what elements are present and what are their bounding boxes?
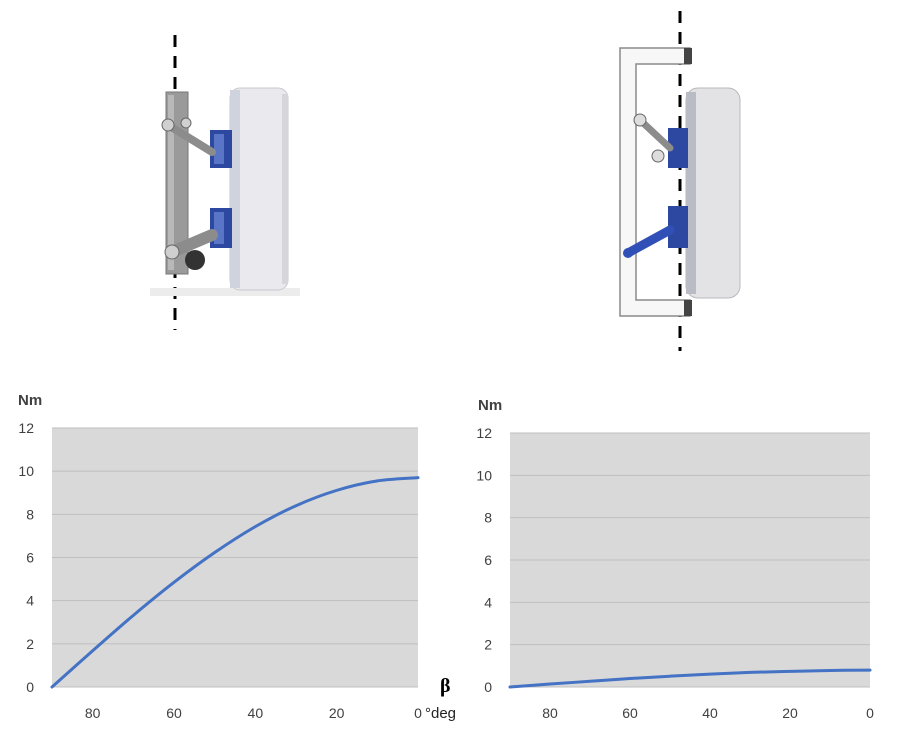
hinge-top [161, 117, 232, 168]
y-tick-label: 12 [476, 425, 492, 441]
x-tick-label: 20 [782, 705, 798, 721]
y-tick-label: 6 [484, 552, 492, 568]
series-line [50, 476, 420, 689]
ground-shadow [150, 288, 300, 296]
y-tick-label: 8 [26, 506, 34, 522]
chart-1: 0 2 4 6 8 10 12 80 60 40 20 0 Nm β °deg [18, 392, 456, 722]
y-tick-label: 2 [484, 637, 492, 653]
y-tick-label: 0 [484, 679, 492, 695]
x-tick-label: 40 [702, 705, 718, 721]
hinge-top [633, 113, 688, 168]
x-axis-unit-label: °deg [425, 705, 456, 722]
y-tick-label: 4 [26, 593, 34, 609]
y-tick-label: 6 [26, 550, 34, 566]
x-axis-label: β [440, 675, 451, 697]
x-tick-label: 60 [166, 705, 182, 721]
y-tick-label: 12 [18, 420, 34, 436]
y-tick-label: 4 [484, 594, 492, 610]
y-tick-label: 10 [476, 467, 492, 483]
hinge-bottom [623, 206, 688, 258]
x-tick-label: 40 [248, 705, 264, 721]
y-tick-label: 10 [18, 463, 34, 479]
chart-2: 0 2 4 6 8 10 12 80 60 40 20 0 Nm [476, 397, 874, 721]
x-tick-label: 0 [866, 705, 874, 721]
y-tick-label: 2 [26, 636, 34, 652]
x-tick-label: 20 [329, 705, 345, 721]
y-tick-label: 0 [26, 679, 34, 695]
mount-illustration-right [619, 11, 741, 351]
y-tick-label: 8 [484, 510, 492, 526]
mount-illustration-left [150, 35, 300, 330]
x-tick-label: 0 [414, 705, 422, 721]
x-tick-label: 80 [85, 705, 101, 721]
x-tick-label: 80 [542, 705, 558, 721]
series-line [508, 668, 872, 689]
y-axis-unit-label: Nm [18, 392, 42, 409]
hinge-bottom [164, 208, 232, 270]
y-axis-unit-label: Nm [478, 397, 502, 414]
x-tick-label: 60 [622, 705, 638, 721]
